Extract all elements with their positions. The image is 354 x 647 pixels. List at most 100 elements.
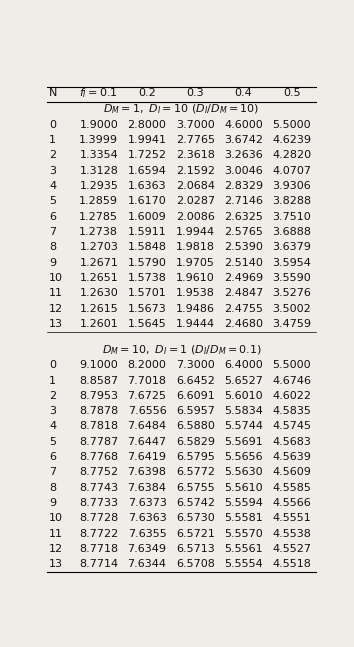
Text: 8.7752: 8.7752 [79,467,118,477]
Text: 0: 0 [49,360,56,370]
Text: 1: 1 [49,375,56,386]
Text: 6.5742: 6.5742 [176,498,215,508]
Text: $f_I=0.1$: $f_I=0.1$ [79,87,118,100]
Text: 3.5276: 3.5276 [272,289,311,298]
Text: 1.2601: 1.2601 [79,319,118,329]
Text: 5: 5 [49,197,56,206]
Text: 4.5551: 4.5551 [272,513,311,523]
Text: 6.5713: 6.5713 [176,544,215,554]
Text: 4.5527: 4.5527 [272,544,311,554]
Text: 4.6022: 4.6022 [272,391,311,400]
Text: 9: 9 [49,258,56,268]
Text: 4.5538: 4.5538 [272,529,311,538]
Text: 3: 3 [49,166,56,176]
Text: 2.8329: 2.8329 [224,181,263,191]
Text: 6.5708: 6.5708 [176,559,215,569]
Text: 4.6000: 4.6000 [224,120,263,130]
Text: 2.0086: 2.0086 [176,212,215,222]
Text: 6.6091: 6.6091 [176,391,215,400]
Text: 1.2785: 1.2785 [79,212,118,222]
Text: 3.2636: 3.2636 [224,151,263,160]
Text: 2.4755: 2.4755 [224,303,263,314]
Text: 2.3618: 2.3618 [176,151,215,160]
Text: 0.2: 0.2 [138,89,156,98]
Text: 5.5554: 5.5554 [224,559,263,569]
Text: 0.3: 0.3 [187,89,204,98]
Text: 1.5911: 1.5911 [128,227,166,237]
Text: 1.9538: 1.9538 [176,289,215,298]
Text: 11: 11 [49,529,63,538]
Text: 8.7722: 8.7722 [79,529,119,538]
Text: 0.5: 0.5 [283,89,301,98]
Text: 5.5561: 5.5561 [224,544,263,554]
Text: 2: 2 [49,151,56,160]
Text: 2: 2 [49,391,56,400]
Text: 3.4759: 3.4759 [272,319,311,329]
Text: 7.6398: 7.6398 [127,467,166,477]
Text: 7.6384: 7.6384 [127,483,166,492]
Text: 5: 5 [49,437,56,446]
Text: 1.5848: 1.5848 [127,243,166,252]
Text: 2.1592: 2.1592 [176,166,215,176]
Text: 8.7953: 8.7953 [79,391,118,400]
Text: 5.6527: 5.6527 [224,375,263,386]
Text: 1.3128: 1.3128 [79,166,118,176]
Text: 8.7718: 8.7718 [79,544,118,554]
Text: 4: 4 [49,421,56,432]
Text: 10: 10 [49,513,63,523]
Text: $D_M=1,\ D_I=10\ (D_I/D_M=10)$: $D_M=1,\ D_I=10\ (D_I/D_M=10)$ [103,103,259,116]
Text: 4.6746: 4.6746 [272,375,311,386]
Text: 5.5581: 5.5581 [224,513,263,523]
Text: 2.8000: 2.8000 [127,120,166,130]
Text: 4.5639: 4.5639 [272,452,311,462]
Text: 1.2738: 1.2738 [79,227,118,237]
Text: 1.3999: 1.3999 [79,135,118,145]
Text: 1.6363: 1.6363 [128,181,166,191]
Text: 8.2000: 8.2000 [127,360,166,370]
Text: 6.5721: 6.5721 [176,529,215,538]
Text: 0: 0 [49,120,56,130]
Text: 1.6009: 1.6009 [128,212,166,222]
Text: 5.5834: 5.5834 [224,406,263,416]
Text: 4.5609: 4.5609 [272,467,311,477]
Text: 7.6344: 7.6344 [127,559,166,569]
Text: 6.5795: 6.5795 [176,452,215,462]
Text: 6.5829: 6.5829 [176,437,215,446]
Text: 8.7714: 8.7714 [79,559,118,569]
Text: 8.7787: 8.7787 [79,437,119,446]
Text: 1.6594: 1.6594 [127,166,166,176]
Text: 7.7018: 7.7018 [127,375,166,386]
Text: 3.7510: 3.7510 [272,212,311,222]
Text: 3.5954: 3.5954 [272,258,311,268]
Text: 1.5701: 1.5701 [128,289,166,298]
Text: 3.8288: 3.8288 [272,197,311,206]
Text: 1: 1 [49,135,56,145]
Text: 1.5673: 1.5673 [128,303,166,314]
Text: 7.3000: 7.3000 [176,360,215,370]
Text: 8.7768: 8.7768 [79,452,118,462]
Text: 13: 13 [49,319,63,329]
Text: 3.5002: 3.5002 [272,303,311,314]
Text: 7.6447: 7.6447 [127,437,167,446]
Text: 8: 8 [49,483,56,492]
Text: 1.5738: 1.5738 [127,273,166,283]
Text: 1.2651: 1.2651 [79,273,118,283]
Text: 2.0287: 2.0287 [176,197,215,206]
Text: 4.5518: 4.5518 [272,559,311,569]
Text: 7.6556: 7.6556 [128,406,166,416]
Text: 5.5610: 5.5610 [224,483,263,492]
Text: 3.6888: 3.6888 [272,227,311,237]
Text: 9.1000: 9.1000 [79,360,118,370]
Text: 7.6419: 7.6419 [127,452,166,462]
Text: N: N [49,89,58,98]
Text: 7.6355: 7.6355 [128,529,166,538]
Text: 5.5656: 5.5656 [224,452,263,462]
Text: 7.6484: 7.6484 [127,421,167,432]
Text: 8: 8 [49,243,56,252]
Text: 6: 6 [49,212,56,222]
Text: 1.9944: 1.9944 [176,227,215,237]
Text: 6.4000: 6.4000 [224,360,263,370]
Text: 2.5140: 2.5140 [224,258,263,268]
Text: 2.4680: 2.4680 [224,319,263,329]
Text: 5.5000: 5.5000 [273,360,311,370]
